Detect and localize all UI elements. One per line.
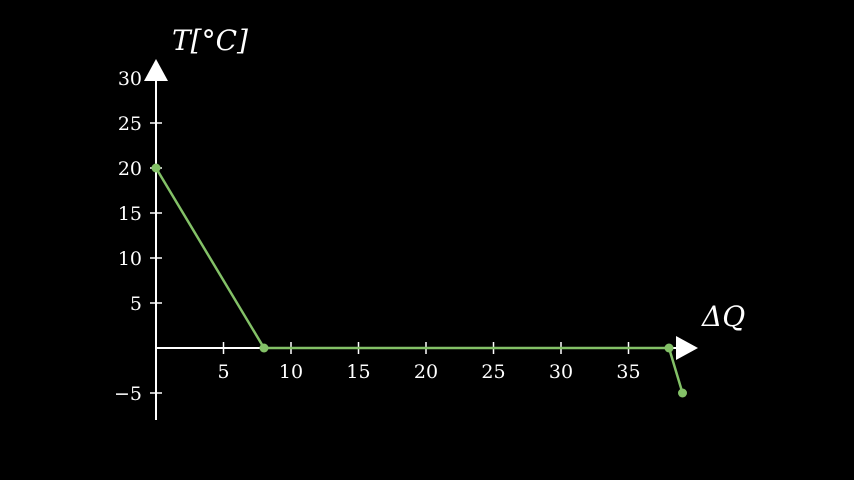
x-axis-label: ΔQ bbox=[701, 300, 745, 333]
series-line bbox=[154, 167, 684, 394]
y-axis-label: T[°C] bbox=[172, 24, 248, 57]
y-tick-label: −5 bbox=[114, 383, 142, 405]
x-axis-arrow bbox=[676, 336, 698, 360]
x-tick-label: 20 bbox=[414, 361, 438, 383]
x-tick-label: 30 bbox=[549, 361, 573, 383]
y-tick-label: 15 bbox=[118, 203, 142, 225]
y-tick-label: 30 bbox=[118, 68, 142, 90]
data-point bbox=[259, 343, 269, 353]
tick-labels: 5 10 15 20 25 30 35 −5 5 10 15 20 25 30 bbox=[114, 68, 641, 405]
y-axis-arrow bbox=[144, 59, 168, 81]
x-tick-label: 15 bbox=[346, 361, 370, 383]
y-tick-label: 10 bbox=[118, 248, 142, 270]
x-tick-label: 5 bbox=[217, 361, 229, 383]
x-tick-label: 25 bbox=[481, 361, 505, 383]
data-point bbox=[151, 163, 161, 173]
ticks bbox=[150, 77, 630, 394]
y-tick-label: 20 bbox=[118, 158, 142, 180]
x-tick-label: 10 bbox=[279, 361, 303, 383]
x-tick-label: 35 bbox=[616, 361, 640, 383]
data-point bbox=[678, 388, 687, 398]
data-point bbox=[664, 343, 674, 353]
series bbox=[151, 163, 687, 398]
y-tick-label: 25 bbox=[118, 113, 142, 135]
y-tick-label: 5 bbox=[130, 293, 142, 315]
